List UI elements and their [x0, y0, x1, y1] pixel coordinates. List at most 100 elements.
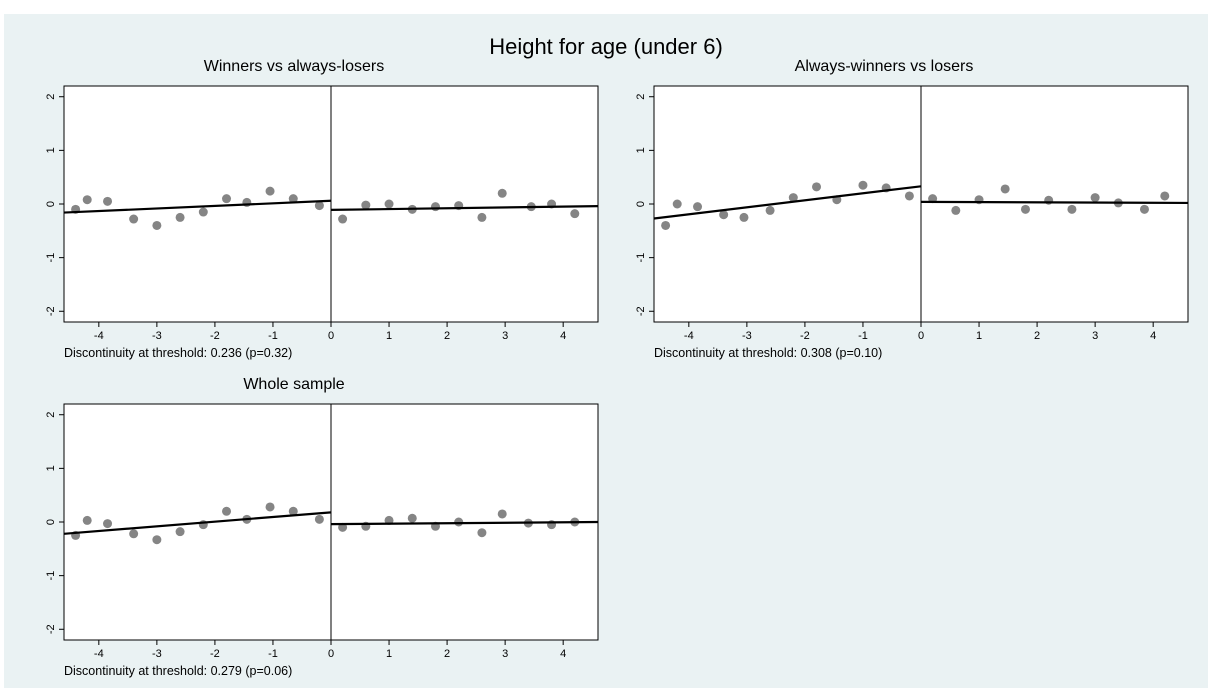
- x-tick-label: 4: [1150, 330, 1156, 342]
- data-point: [454, 517, 464, 527]
- data-point: [477, 212, 487, 222]
- x-tick-label: -2: [210, 648, 220, 660]
- data-point: [361, 200, 371, 210]
- data-point: [1020, 204, 1030, 214]
- fit-line-left: [63, 511, 332, 535]
- data-point: [407, 513, 417, 523]
- fit-line-left: [63, 199, 332, 214]
- data-point: [338, 214, 348, 224]
- data-point: [812, 182, 822, 192]
- fit-line-right: [330, 205, 599, 211]
- x-tick-label: 0: [328, 648, 334, 660]
- data-point: [175, 212, 185, 222]
- data-point: [82, 515, 92, 525]
- data-point: [497, 509, 507, 519]
- data-point: [222, 506, 232, 516]
- panel-title: Always-winners vs losers: [794, 58, 974, 75]
- data-point: [175, 527, 185, 537]
- x-tick-label: 3: [502, 648, 508, 660]
- data-point: [788, 193, 798, 203]
- data-point: [265, 186, 275, 196]
- x-tick-label: 1: [386, 330, 392, 342]
- data-point: [570, 209, 580, 219]
- data-point: [152, 220, 162, 230]
- x-tick-label: 3: [1092, 330, 1098, 342]
- data-point: [198, 207, 208, 217]
- x-tick-label: -1: [268, 648, 278, 660]
- y-tick-label: -2: [635, 306, 647, 316]
- x-tick-label: -2: [800, 330, 810, 342]
- x-tick-label: 1: [386, 648, 392, 660]
- discontinuity-note: Discontinuity at threshold: 0.236 (p=0.3…: [64, 346, 293, 360]
- y-tick-label: 1: [45, 147, 57, 153]
- panel-title: Winners vs always-losers: [203, 58, 385, 75]
- data-point: [1160, 191, 1170, 201]
- x-tick-label: 0: [918, 330, 924, 342]
- chart-svg: -4 -3 -2 -1 0 1 2 3 4 -2 -1 0 1 2: [45, 403, 599, 660]
- x-tick-label: 2: [1034, 330, 1040, 342]
- x-tick-label: -3: [152, 648, 162, 660]
- data-point: [765, 205, 775, 215]
- x-tick-label: 2: [444, 648, 450, 660]
- x-tick-label: -3: [742, 330, 752, 342]
- discontinuity-note: Discontinuity at threshold: 0.279 (p=0.0…: [64, 664, 293, 678]
- y-tick-label: 0: [45, 519, 57, 525]
- data-point: [384, 199, 394, 209]
- x-tick-label: 4: [560, 330, 566, 342]
- data-point: [951, 205, 961, 215]
- y-tick-label: 2: [635, 94, 647, 100]
- data-point: [314, 514, 324, 524]
- fit-line-left: [653, 185, 922, 220]
- x-tick-label: 4: [560, 648, 566, 660]
- data-point: [430, 202, 440, 212]
- x-tick-label: -2: [210, 330, 220, 342]
- x-tick-label: -1: [268, 330, 278, 342]
- panel-whole-sample: Whole sample -4 -3 -2 -1 0 1 2 3 4 -2 -1 0 1 2 Discon…: [14, 376, 599, 682]
- y-tick-label: -1: [45, 571, 57, 581]
- data-point: [152, 535, 162, 545]
- data-point: [739, 212, 749, 222]
- data-point: [1067, 204, 1077, 214]
- data-point: [129, 214, 139, 224]
- panel-winners-vs-always-losers: Winners vs always-losers -4 -3 -2 -1 0 1 2 3 4 -2…: [14, 58, 599, 364]
- data-point: [265, 502, 275, 512]
- data-point: [719, 210, 729, 220]
- y-tick-label: 0: [45, 201, 57, 207]
- chart-svg: -4 -3 -2 -1 0 1 2 3 4 -2 -1 0 1 2: [45, 85, 599, 342]
- figure-frame: Height for age (under 6) Winners vs alwa…: [4, 14, 1208, 688]
- y-tick-label: -2: [45, 306, 57, 316]
- data-point: [477, 528, 487, 538]
- y-tick-label: 1: [45, 465, 57, 471]
- y-tick-label: -1: [635, 253, 647, 263]
- panel-title: Whole sample: [243, 376, 345, 393]
- data-point: [288, 194, 298, 204]
- y-tick-label: -2: [45, 624, 57, 634]
- data-point: [314, 201, 324, 211]
- fit-line-right: [920, 200, 1189, 205]
- figure-title: Height for age (under 6): [489, 34, 723, 59]
- y-tick-label: 2: [45, 94, 57, 100]
- data-point: [1139, 204, 1149, 214]
- x-tick-label: -4: [94, 648, 104, 660]
- panel-always-winners-vs-losers: Always-winners vs losers -4 -3 -2 -1 0 1 2 3 4 -2…: [604, 58, 1189, 364]
- data-point: [858, 180, 868, 190]
- discontinuity-note: Discontinuity at threshold: 0.308 (p=0.1…: [654, 346, 883, 360]
- data-point: [1090, 193, 1100, 203]
- data-point: [672, 199, 682, 209]
- y-tick-label: 2: [45, 412, 57, 418]
- data-point: [103, 196, 113, 206]
- y-tick-label: 1: [635, 147, 647, 153]
- y-tick-label: -1: [45, 253, 57, 263]
- data-point: [1000, 184, 1010, 194]
- x-tick-label: -4: [684, 330, 694, 342]
- y-tick-label: 0: [635, 201, 647, 207]
- data-point: [103, 519, 113, 529]
- fit-line-right: [330, 520, 599, 526]
- x-tick-label: -3: [152, 330, 162, 342]
- x-tick-label: -1: [858, 330, 868, 342]
- chart-svg: -4 -3 -2 -1 0 1 2 3 4 -2 -1 0 1 2: [635, 85, 1189, 342]
- x-tick-label: 0: [328, 330, 334, 342]
- data-point: [222, 194, 232, 204]
- data-point: [661, 220, 671, 230]
- data-point: [693, 202, 703, 212]
